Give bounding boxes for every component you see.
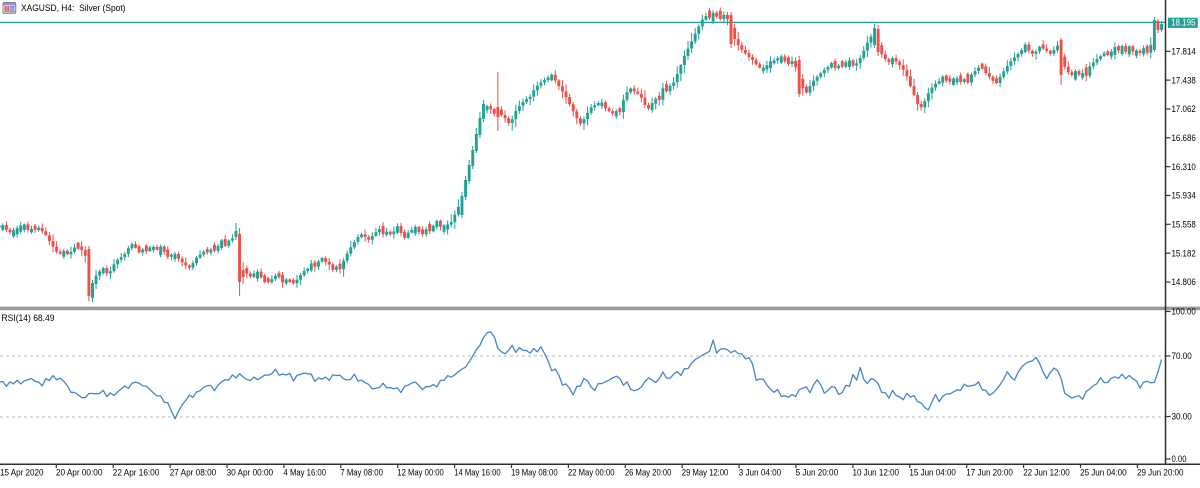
svg-text:29 Jun 20:00: 29 Jun 20:00 bbox=[1137, 468, 1184, 478]
svg-text:RSI(14) 68.49: RSI(14) 68.49 bbox=[2, 313, 55, 323]
svg-text:16.686: 16.686 bbox=[1172, 133, 1196, 143]
svg-text:16.310: 16.310 bbox=[1172, 162, 1196, 172]
svg-text:26 May 20:00: 26 May 20:00 bbox=[625, 468, 672, 478]
svg-text:15 Jun 04:00: 15 Jun 04:00 bbox=[909, 468, 956, 478]
svg-text:5 Jun 20:00: 5 Jun 20:00 bbox=[796, 468, 839, 478]
svg-text:15.934: 15.934 bbox=[1172, 191, 1196, 201]
svg-text:0.00: 0.00 bbox=[1172, 454, 1187, 464]
svg-text:12 May 00:00: 12 May 00:00 bbox=[397, 468, 444, 478]
svg-text:4 May 16:00: 4 May 16:00 bbox=[284, 468, 327, 478]
svg-text:10 Jun 12:00: 10 Jun 12:00 bbox=[853, 468, 900, 478]
svg-text:17 Jun 20:00: 17 Jun 20:00 bbox=[966, 468, 1013, 478]
svg-text:17.438: 17.438 bbox=[1172, 75, 1196, 85]
svg-text:29 May 12:00: 29 May 12:00 bbox=[682, 468, 729, 478]
svg-text:22 Jun 12:00: 22 Jun 12:00 bbox=[1023, 468, 1070, 478]
svg-text:19 May 08:00: 19 May 08:00 bbox=[511, 468, 558, 478]
svg-text:30 Apr 00:00: 30 Apr 00:00 bbox=[227, 468, 274, 478]
svg-text:18.195: 18.195 bbox=[1171, 18, 1196, 28]
svg-text:100.00: 100.00 bbox=[1172, 307, 1196, 317]
svg-text:30.00: 30.00 bbox=[1172, 412, 1192, 422]
svg-text:3 Jun 04:00: 3 Jun 04:00 bbox=[739, 468, 782, 478]
svg-text:70.00: 70.00 bbox=[1172, 351, 1192, 361]
svg-text:17.814: 17.814 bbox=[1172, 47, 1196, 57]
svg-text:14 May 16:00: 14 May 16:00 bbox=[454, 468, 501, 478]
svg-text:22 Apr 16:00: 22 Apr 16:00 bbox=[113, 468, 160, 478]
svg-text:20 Apr 00:00: 20 Apr 00:00 bbox=[56, 468, 103, 478]
svg-text:17.062: 17.062 bbox=[1172, 104, 1196, 114]
svg-text:15.558: 15.558 bbox=[1172, 220, 1196, 230]
svg-text:22 May 00:00: 22 May 00:00 bbox=[568, 468, 615, 478]
svg-text:15 Apr 2020: 15 Apr 2020 bbox=[0, 468, 44, 478]
svg-text:XAGUSD, H4: Silver (Spot): XAGUSD, H4: Silver (Spot) bbox=[21, 3, 126, 13]
svg-text:7 May 08:00: 7 May 08:00 bbox=[340, 468, 383, 478]
svg-text:25 Jun 04:00: 25 Jun 04:00 bbox=[1080, 468, 1127, 478]
svg-text:27 Apr 08:00: 27 Apr 08:00 bbox=[170, 468, 217, 478]
svg-text:14.806: 14.806 bbox=[1172, 277, 1196, 287]
svg-text:15.182: 15.182 bbox=[1172, 248, 1196, 258]
